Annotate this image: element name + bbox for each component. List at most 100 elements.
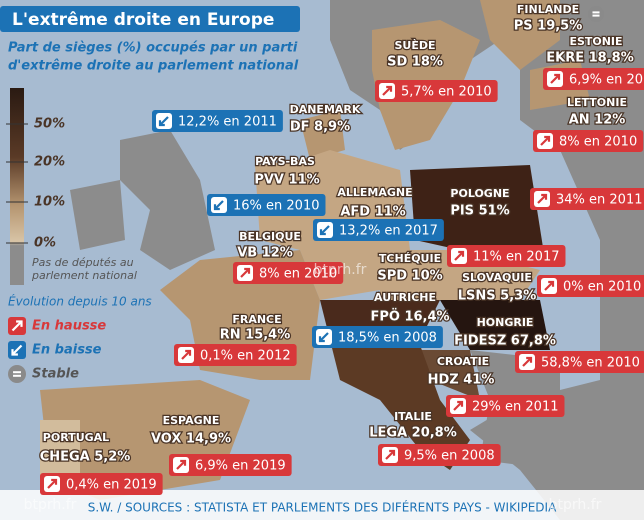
- icon-arrowhead: [158, 120, 165, 127]
- icon-arrowhead: [389, 449, 396, 456]
- change-box: [533, 130, 644, 152]
- country-name: ESTONIE: [569, 35, 622, 48]
- denmark: [300, 110, 345, 160]
- country-party: HDZ 41%: [428, 373, 495, 388]
- italy: [330, 340, 470, 470]
- country-party: LSNS 5,3%: [458, 289, 536, 304]
- change-box: [152, 110, 283, 132]
- icon-arrowhead: [548, 280, 555, 287]
- country-party: FPÖ 16,4%: [370, 309, 449, 325]
- change-text: 0,1% en 2012: [200, 349, 291, 364]
- change-box: [537, 275, 644, 297]
- scale-label: 20%: [34, 155, 65, 170]
- country-party: AFD 11%: [340, 205, 405, 220]
- change-box: [530, 188, 644, 210]
- icon-arrow: [214, 200, 224, 210]
- icon-arrowhead: [11, 349, 18, 356]
- croatia: [420, 350, 480, 400]
- country-party: LEGA 20,8%: [369, 426, 457, 441]
- change-box: [543, 68, 644, 90]
- change-text: 0,4% en 2019: [66, 478, 157, 493]
- icon-arrow: [453, 401, 463, 411]
- change-box: [313, 219, 444, 241]
- change-box: [375, 80, 498, 102]
- subtitle: d'extrême droite au parlement national: [8, 59, 299, 74]
- scale-label: 0%: [34, 236, 56, 251]
- icon-arrowhead: [544, 135, 551, 142]
- country-party: EKRE 18,8%: [546, 51, 633, 66]
- country-party: PVV 11%: [254, 173, 319, 188]
- change-text: 16% en 2010: [233, 199, 319, 214]
- icon-arrowhead: [554, 73, 561, 80]
- icon-arrowhead: [458, 250, 465, 257]
- icon-arrowhead: [386, 85, 393, 92]
- country-name: AUTRICHE: [374, 291, 436, 304]
- change-text: 5,7% en 2010: [401, 85, 492, 100]
- icon-arrowhead: [51, 478, 58, 485]
- icon-arrowhead: [319, 229, 326, 236]
- evolution-item: Stable: [32, 367, 79, 382]
- country-name: TCHÉQUIE: [379, 252, 441, 265]
- country-party: AN 12%: [569, 113, 626, 128]
- change-text: 34% en 2011: [556, 193, 642, 208]
- change-box: [174, 344, 297, 366]
- country-name: ALLEMAGNE: [337, 186, 412, 199]
- icon-arrowhead: [526, 356, 533, 363]
- country-party: DF 8,9%: [290, 120, 350, 135]
- country-name: POLOGNE: [450, 187, 509, 200]
- icon-arrow: [47, 479, 57, 489]
- country-name: LETTONIE: [567, 96, 627, 109]
- change-text: 11% en 2017: [473, 250, 559, 265]
- country-party: CHEGA 5,2%: [40, 450, 131, 465]
- icon-arrow: [382, 86, 392, 96]
- change-box: [312, 326, 443, 348]
- change-box: [515, 351, 644, 373]
- country-name: SLOVAQUIE: [462, 271, 532, 284]
- country-name: ITALIE: [394, 410, 432, 423]
- uk: [120, 130, 215, 270]
- country-party: PS 19,5%: [514, 19, 583, 34]
- change-text: 0% en 2010: [563, 280, 641, 295]
- scale-label: 10%: [34, 195, 65, 210]
- icon-arrowhead: [318, 336, 325, 343]
- country-party: FIDESZ 67,8%: [454, 334, 556, 349]
- icon-arrow: [176, 460, 186, 470]
- icon-arrow: [385, 450, 395, 460]
- icon-arrowhead: [213, 204, 220, 211]
- country-name: FRANCE: [232, 313, 281, 326]
- change-text: 29% en 2011: [472, 400, 558, 415]
- country-party: SPD 10%: [377, 269, 442, 284]
- change-text: 6,9% en 2019: [195, 459, 286, 474]
- scale-no-seats: parlement national: [31, 269, 137, 282]
- change-text: 12,2% en 2011: [178, 115, 277, 130]
- change-box: [446, 395, 565, 417]
- watermark: btprh.fr: [549, 497, 602, 513]
- change-box: [169, 454, 292, 476]
- icon-arrow: [540, 136, 550, 146]
- icon-arrowhead: [16, 320, 23, 327]
- icon-arrowhead: [541, 193, 548, 200]
- subtitle: Part de sièges (%) occupés par un parti: [8, 41, 298, 56]
- change-box: [378, 444, 501, 466]
- change-box: [207, 194, 326, 216]
- country-name: PORTUGAL: [43, 431, 109, 444]
- watermark: btprh.fr: [314, 262, 367, 278]
- country-party: VB 12%: [237, 246, 293, 261]
- ireland: [70, 180, 125, 250]
- title-bar: [0, 6, 300, 32]
- country-name: CROATIE: [437, 355, 489, 368]
- trend-icon: [588, 6, 604, 22]
- icon-arrowhead: [185, 349, 192, 356]
- country-party: RN 15,4%: [220, 328, 291, 343]
- scale-no-seats: Pas de députés au: [32, 256, 134, 269]
- title: L'extrême droite en Europe: [12, 10, 274, 30]
- icon-arrow: [319, 332, 329, 342]
- change-text: 8% en 2010: [559, 135, 637, 150]
- portugal: [40, 420, 80, 490]
- trend-icon: [8, 365, 26, 383]
- icon-arrow: [544, 281, 554, 291]
- country-party: SD 18%: [387, 55, 443, 70]
